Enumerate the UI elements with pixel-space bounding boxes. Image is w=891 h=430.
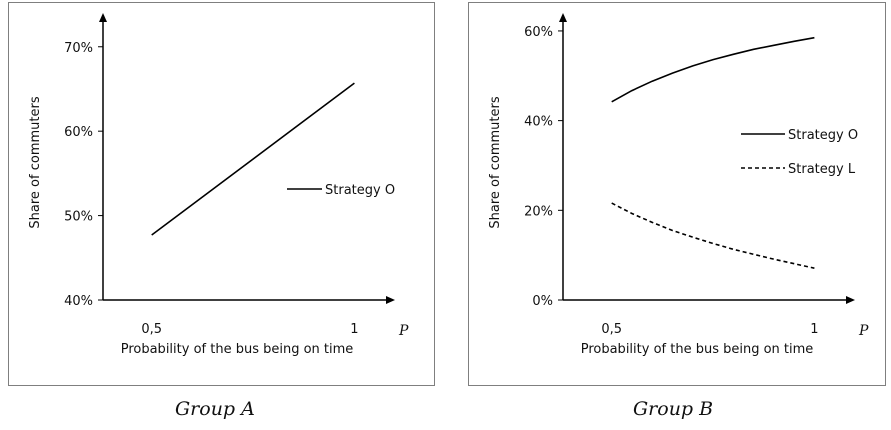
caption-group-a: Group A <box>175 398 255 420</box>
series-line-strategy-o <box>611 36 815 103</box>
y-tick-label: 40% <box>64 294 93 309</box>
series-line-strategy-l <box>611 202 815 269</box>
x-axis-arrow <box>386 296 395 304</box>
chart-group-a: 40% 50% 60% 70% 0,5 1 Probability of the bus b… <box>28 13 409 357</box>
legend-label: Strategy O <box>325 183 395 198</box>
y-axis-arrow <box>99 13 107 22</box>
legend-label: Strategy L <box>788 162 856 177</box>
y-tick-label: 70% <box>64 41 93 56</box>
chart-panel-group-b: 0% 20% 40% 60% 0,5 1 Probability of the bus be… <box>468 2 886 386</box>
x-axis-label: Probability of the bus being on time <box>581 342 814 357</box>
y-axis-arrow <box>559 13 567 22</box>
chart-group-b: 0% 20% 40% 60% 0,5 1 Probability of the bus be… <box>488 13 869 357</box>
x-axis-symbol: P <box>858 323 869 339</box>
x-axis-symbol: P <box>398 323 409 339</box>
y-axis-label: Share of commuters <box>28 96 43 228</box>
chart-panel-group-a: 40% 50% 60% 70% 0,5 1 Probability of the bus b… <box>8 2 435 386</box>
y-tick-label: 60% <box>524 25 553 40</box>
legend-label: Strategy O <box>788 128 858 143</box>
y-tick-label: 0% <box>532 294 553 309</box>
x-tick-label: 1 <box>810 322 818 337</box>
y-tick-label: 60% <box>64 125 93 140</box>
x-tick-label: 0,5 <box>141 322 162 337</box>
x-tick-label: 0,5 <box>601 322 622 337</box>
x-tick-label: 1 <box>350 322 358 337</box>
y-tick-label: 40% <box>524 115 553 130</box>
x-axis-arrow <box>846 296 855 304</box>
y-tick-label: 20% <box>524 204 553 219</box>
series-line-strategy-o <box>151 82 355 236</box>
y-tick-label: 50% <box>64 210 93 225</box>
caption-group-b: Group B <box>633 398 714 420</box>
x-axis-label: Probability of the bus being on time <box>121 342 354 357</box>
y-axis-label: Share of commuters <box>488 96 503 228</box>
